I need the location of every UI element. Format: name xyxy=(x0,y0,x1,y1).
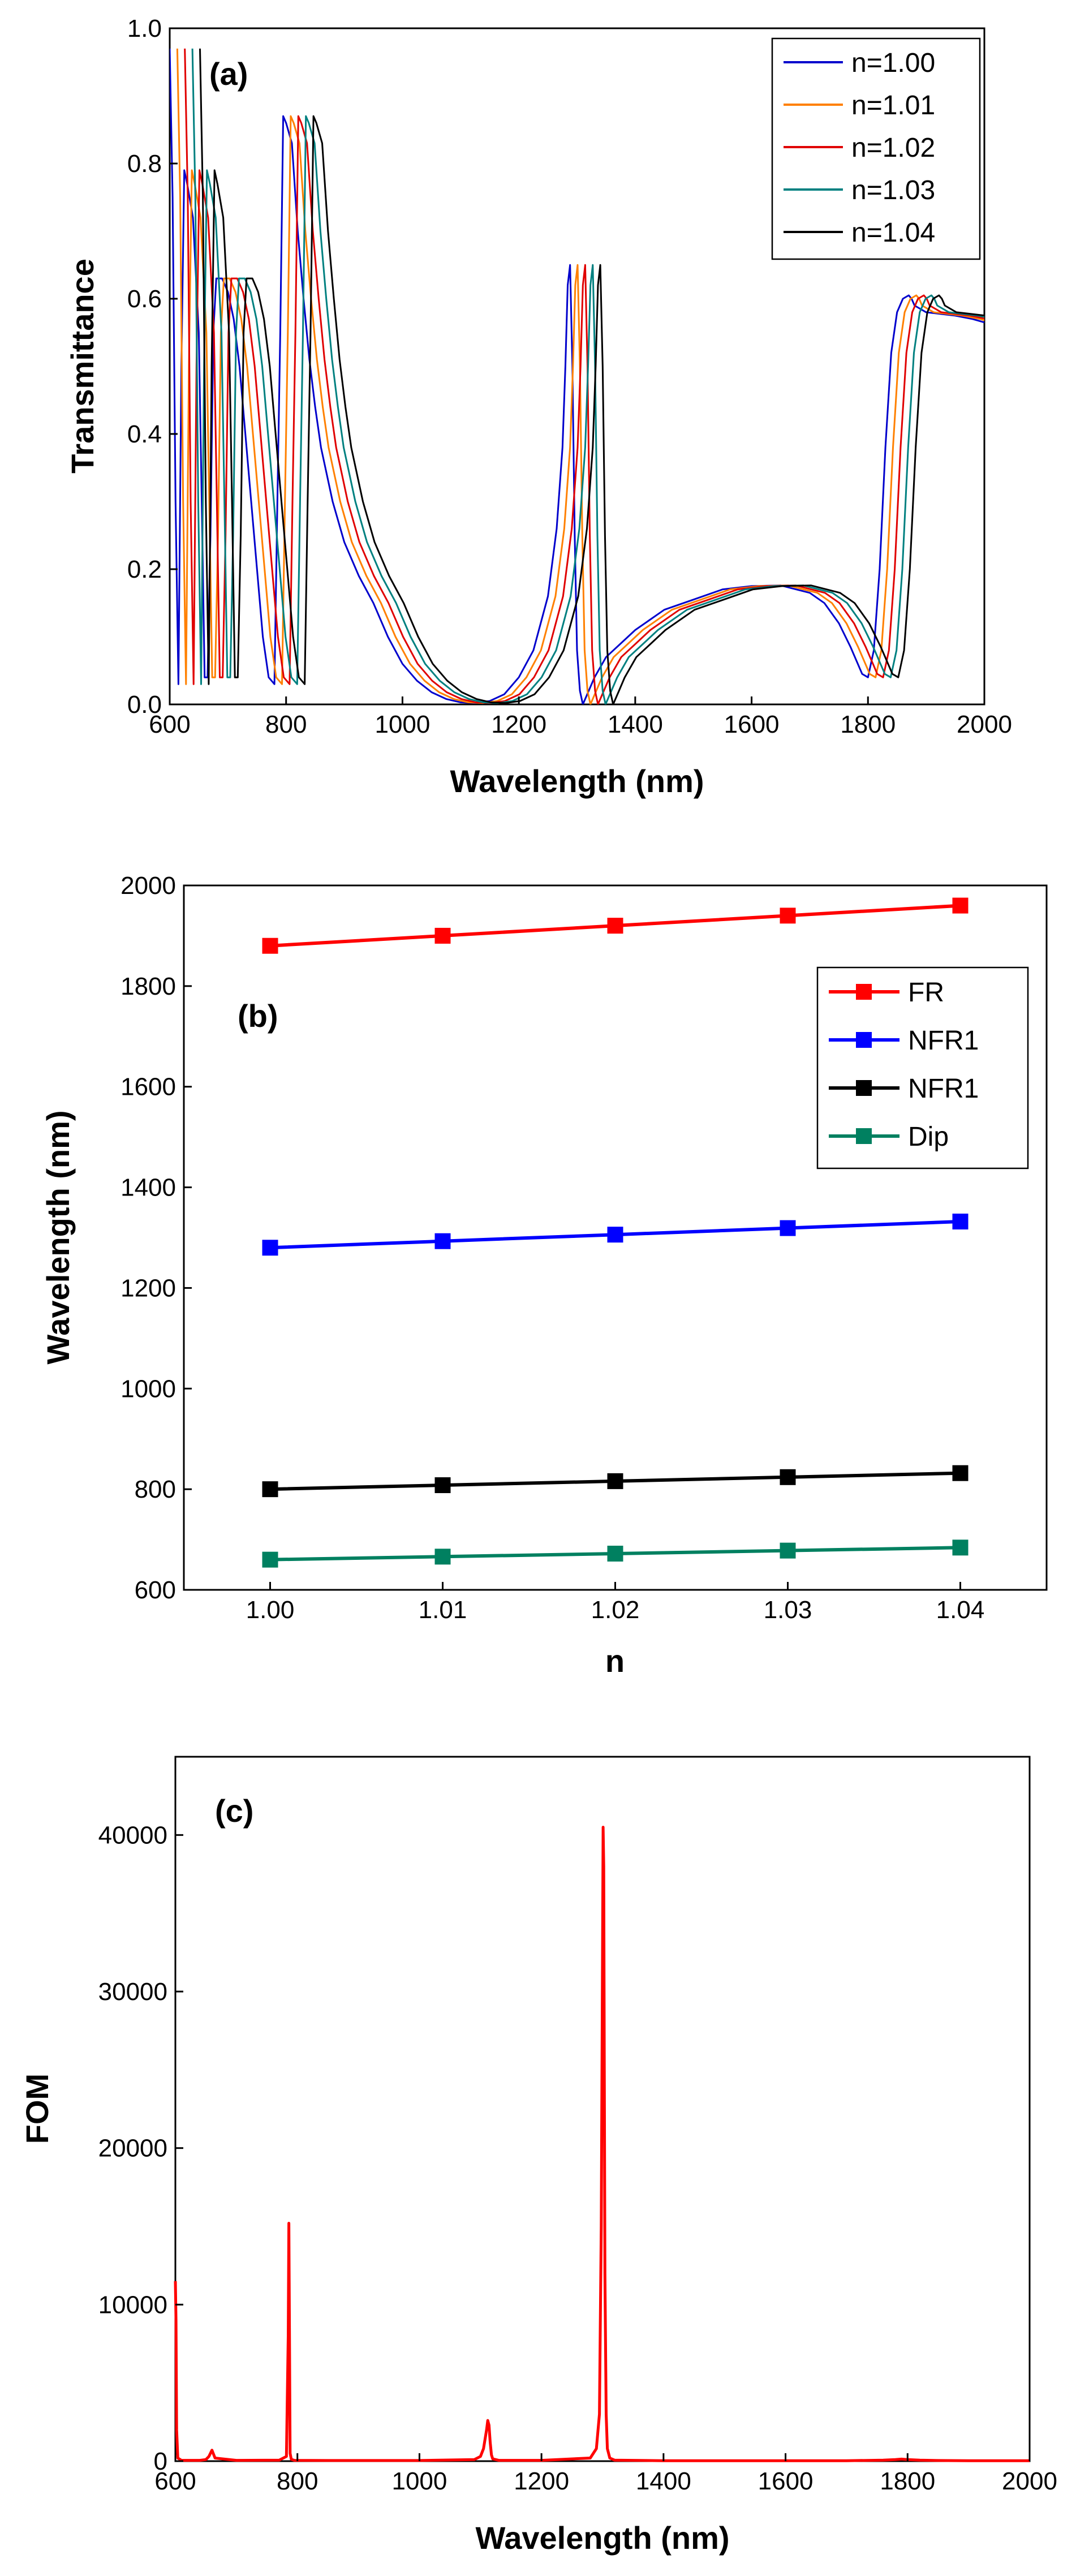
x-tick-label: 1400 xyxy=(636,2467,691,2495)
panel-a-x-ticks: 600 800 1000 1200 1400 1600 1800 2000 xyxy=(149,696,1012,738)
y-tick-label: 0.2 xyxy=(127,556,162,583)
x-tick-label: 1000 xyxy=(375,711,430,738)
x-tick-label: 1200 xyxy=(491,711,546,738)
panel-a-legend-box xyxy=(771,37,981,260)
y-tick-label: 30000 xyxy=(98,1978,167,2006)
y-tick-label: 0.8 xyxy=(127,150,162,178)
y-tick-label: 600 xyxy=(135,1576,176,1604)
y-tick-label: 10000 xyxy=(98,2291,167,2319)
y-tick-label: 2000 xyxy=(120,872,176,900)
data-point-fr xyxy=(952,897,969,914)
data-point-dip xyxy=(434,1549,451,1565)
legend-label: Dip xyxy=(908,1122,949,1152)
panel-b-series-group xyxy=(262,897,969,1568)
data-point-nfr1 xyxy=(434,1477,451,1494)
data-point-nfr1 xyxy=(262,1481,278,1498)
x-tick-label: 800 xyxy=(277,2467,318,2495)
x-tick-label: 1.02 xyxy=(591,1596,640,1624)
panel-c-x-ticks: 600 800 1000 1200 1400 1600 1800 2000 xyxy=(154,2453,1057,2495)
panel-b-x-axis-title: n xyxy=(605,1643,625,1679)
y-tick-label: 0.4 xyxy=(127,420,162,448)
x-tick-label: 600 xyxy=(154,2467,196,2495)
panel-a-legend: n=1.00 n=1.01 n=1.02 n=1.03 n=1.04 xyxy=(771,37,981,260)
panel-c-x-axis-title: Wavelength (nm) xyxy=(475,2520,729,2556)
x-tick-label: 1.04 xyxy=(936,1596,985,1624)
panel-a-series-group xyxy=(170,48,984,704)
data-point-fr xyxy=(434,927,451,944)
data-point-nfr1 xyxy=(607,1473,623,1489)
x-tick-label: 800 xyxy=(265,711,307,738)
panel-b-wavelength-vs-n-chart: 1.00 1.01 1.02 1.03 1.04 600 800 1000 1200 1400 1… xyxy=(40,872,1048,1679)
panel-a-y-ticks: 0.0 0.2 0.4 0.6 0.8 1.0 xyxy=(127,15,178,719)
series-line-n-1-04 xyxy=(199,48,984,704)
legend-label: n=1.01 xyxy=(851,91,935,121)
x-tick-label: 1600 xyxy=(758,2467,814,2495)
x-tick-label: 1.03 xyxy=(764,1596,812,1624)
legend-label: n=1.04 xyxy=(851,218,935,248)
legend-label: n=1.03 xyxy=(851,175,935,205)
data-point-nfr1 xyxy=(607,1227,623,1243)
y-tick-label: 0 xyxy=(154,2448,167,2475)
data-point-dip xyxy=(780,1542,796,1559)
data-point-fr xyxy=(607,918,623,934)
panel-a-x-axis-title: Wavelength (nm) xyxy=(450,763,704,799)
y-tick-label: 1600 xyxy=(120,1073,176,1101)
panel-c-y-ticks: 0 10000 20000 30000 40000 xyxy=(98,1821,183,2475)
data-point-nfr1 xyxy=(952,1465,969,1481)
panel-a-y-axis-title: Transmittance xyxy=(64,259,100,474)
panel-b-label: (b) xyxy=(238,998,278,1034)
x-tick-label: 1000 xyxy=(391,2467,447,2495)
data-point-fr xyxy=(262,937,278,954)
y-tick-label: 1800 xyxy=(120,973,176,1000)
y-tick-label: 1.0 xyxy=(127,15,162,42)
legend-swatch-marker xyxy=(856,984,872,1000)
x-tick-label: 2000 xyxy=(1002,2467,1057,2495)
x-tick-label: 1800 xyxy=(880,2467,935,2495)
y-tick-label: 0.0 xyxy=(127,691,162,719)
panel-a-label: (a) xyxy=(209,56,248,92)
panel-b-y-axis-title: Wavelength (nm) xyxy=(40,1110,76,1364)
panel-b-legend: FR NFR1 NFR1 Dip xyxy=(816,966,1029,1169)
data-point-fr xyxy=(780,908,796,924)
x-tick-label: 600 xyxy=(149,711,190,738)
panel-b-y-ticks: 600 800 1000 1200 1400 1600 1800 2000 xyxy=(120,872,192,1604)
x-tick-label: 1.01 xyxy=(419,1596,467,1624)
data-point-nfr1 xyxy=(262,1240,278,1256)
x-tick-label: 1.00 xyxy=(246,1596,295,1624)
panel-c-y-axis-title: FOM xyxy=(19,2074,55,2144)
y-tick-label: 800 xyxy=(135,1476,176,1503)
y-tick-label: 1200 xyxy=(120,1274,176,1302)
y-tick-label: 20000 xyxy=(98,2135,167,2162)
legend-label: NFR1 xyxy=(908,1026,979,1056)
y-tick-label: 0.6 xyxy=(127,285,162,313)
data-point-nfr1 xyxy=(952,1214,969,1230)
x-tick-label: 1600 xyxy=(724,711,780,738)
y-tick-label: 1000 xyxy=(120,1375,176,1403)
legend-label: NFR1 xyxy=(908,1074,979,1104)
data-point-dip xyxy=(952,1539,969,1556)
x-tick-label: 1200 xyxy=(514,2467,569,2495)
panel-c-fom-chart: 600 800 1000 1200 1400 1600 1800 2000 0 10000 200… xyxy=(19,1756,1057,2556)
y-tick-label: 40000 xyxy=(98,1821,167,1849)
y-tick-label: 1400 xyxy=(120,1174,176,1202)
data-point-nfr1 xyxy=(434,1233,451,1249)
panel-c-label: (c) xyxy=(215,1793,253,1829)
data-point-dip xyxy=(262,1551,278,1568)
panel-b-x-ticks: 1.00 1.01 1.02 1.03 1.04 xyxy=(246,1582,985,1624)
legend-label: n=1.00 xyxy=(851,48,935,78)
panel-a-transmittance-chart: 600 800 1000 1200 1400 1600 1800 2000 0.0 0.2 0.4… xyxy=(64,15,1012,799)
legend-swatch-marker xyxy=(856,1128,872,1144)
x-tick-label: 1400 xyxy=(608,711,663,738)
x-tick-label: 1800 xyxy=(840,711,896,738)
legend-label: FR xyxy=(908,978,944,1008)
legend-swatch-marker xyxy=(856,1080,872,1096)
legend-swatch-marker xyxy=(856,1032,872,1048)
x-tick-label: 2000 xyxy=(957,711,1012,738)
data-point-nfr1 xyxy=(780,1469,796,1485)
legend-label: n=1.02 xyxy=(851,133,935,163)
data-point-nfr1 xyxy=(780,1220,796,1236)
data-point-dip xyxy=(607,1545,623,1562)
